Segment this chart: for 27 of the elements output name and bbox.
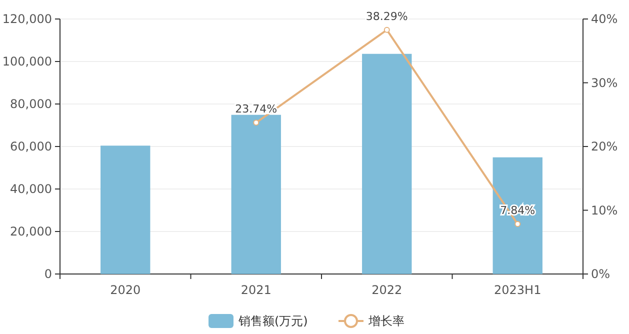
y-tick-label: 100,000 [2,54,52,68]
legend-label: 销售额(万元) [238,314,308,328]
y2-tick-label: 40% [591,12,618,26]
x-tick-label: 2021 [240,283,272,297]
point [384,26,390,33]
y2-tick-label: 0% [591,267,610,281]
legend-label: 增长率 [368,314,404,328]
y-tick-label: 80,000 [10,97,52,111]
point [253,120,260,126]
y-tick-label: 120,000 [2,12,52,26]
y-tick-label: 60,000 [10,140,52,154]
y2-tick-label: 20% [591,140,618,154]
y2-tick-label: 10% [591,203,618,218]
y-tick-label: 40,000 [10,182,52,196]
y-tick-label: 0 [44,267,52,281]
x-tick-label: 2020 [110,283,141,297]
bar [362,54,412,274]
bar [100,146,150,274]
data-label: 23.74% [235,102,278,116]
x-tick-label: 2022 [372,283,402,297]
y-tick-label: 20,000 [10,224,52,238]
data-label: 38.29% [366,10,408,23]
x-tick-label: 2023H1 [494,283,542,297]
bar [231,114,281,274]
point [514,221,521,228]
bar [492,157,542,274]
y2-tick-label: 30% [591,76,618,90]
